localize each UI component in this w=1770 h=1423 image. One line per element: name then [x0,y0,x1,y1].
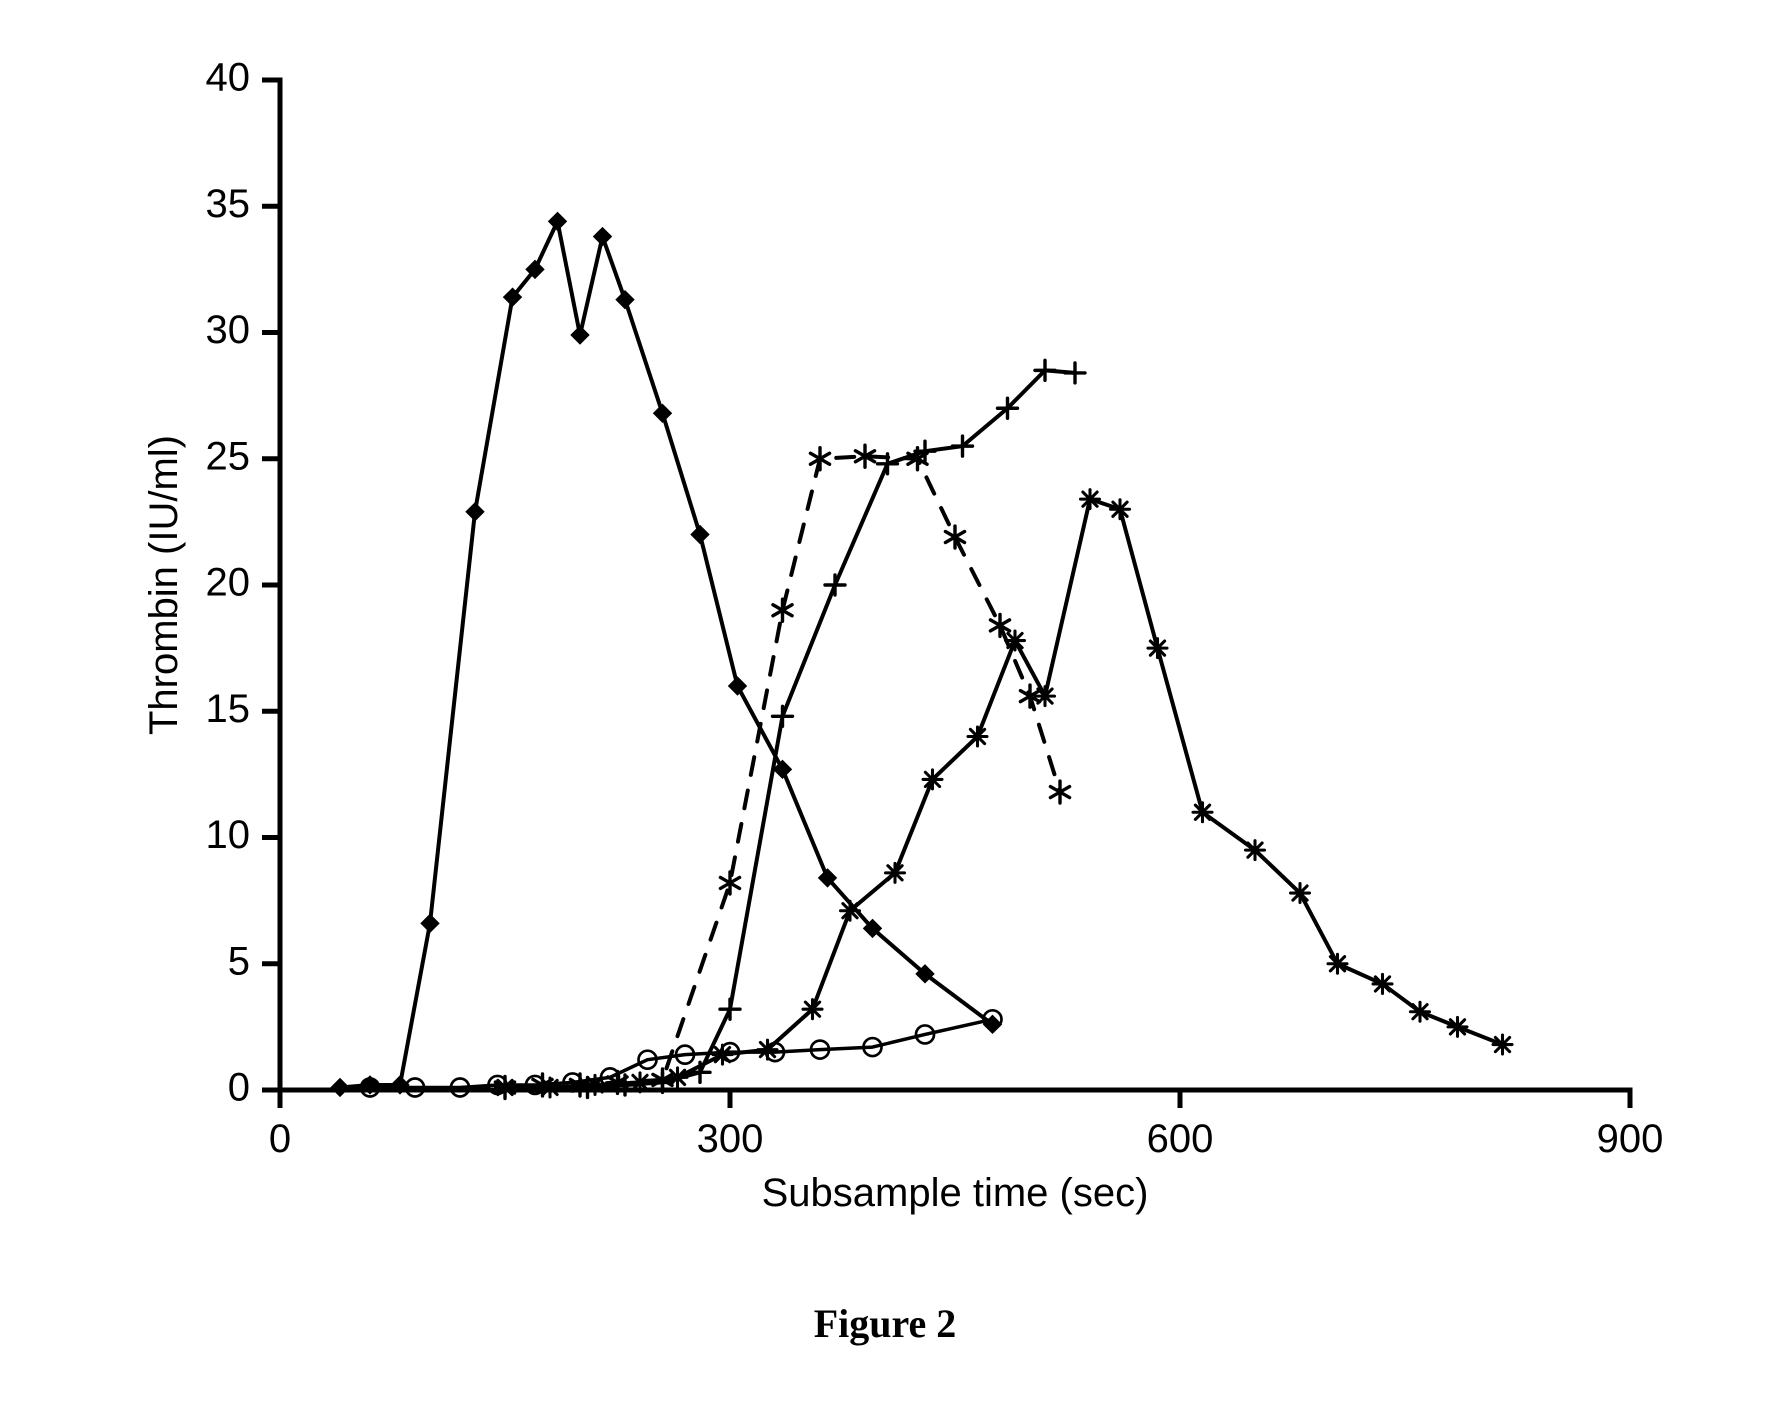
thrombin-chart: 0 5 10 15 20 25 30 35 40 0 300 600 900 Subsample time… [80,40,1680,1220]
svg-text:5: 5 [228,939,250,983]
svg-text:900: 900 [1597,1117,1664,1161]
svg-text:10: 10 [206,813,251,857]
figure-caption: Figure 2 [0,1300,1770,1347]
svg-text:20: 20 [206,561,251,605]
svg-text:30: 30 [206,308,251,352]
svg-text:300: 300 [697,1117,764,1161]
chart-container: 0 5 10 15 20 25 30 35 40 0 300 600 900 Subsample time… [80,40,1680,1225]
svg-text:40: 40 [206,56,251,100]
svg-text:15: 15 [206,687,251,731]
svg-text:25: 25 [206,434,251,478]
svg-text:Subsample time (sec): Subsample time (sec) [762,1171,1149,1215]
svg-text:Thrombin (IU/ml): Thrombin (IU/ml) [142,435,186,735]
svg-text:600: 600 [1147,1117,1214,1161]
svg-text:35: 35 [206,182,251,226]
page: { "figure": { "caption": "Figure 2", "ca… [0,0,1770,1423]
svg-text:0: 0 [228,1066,250,1110]
svg-text:0: 0 [269,1117,291,1161]
